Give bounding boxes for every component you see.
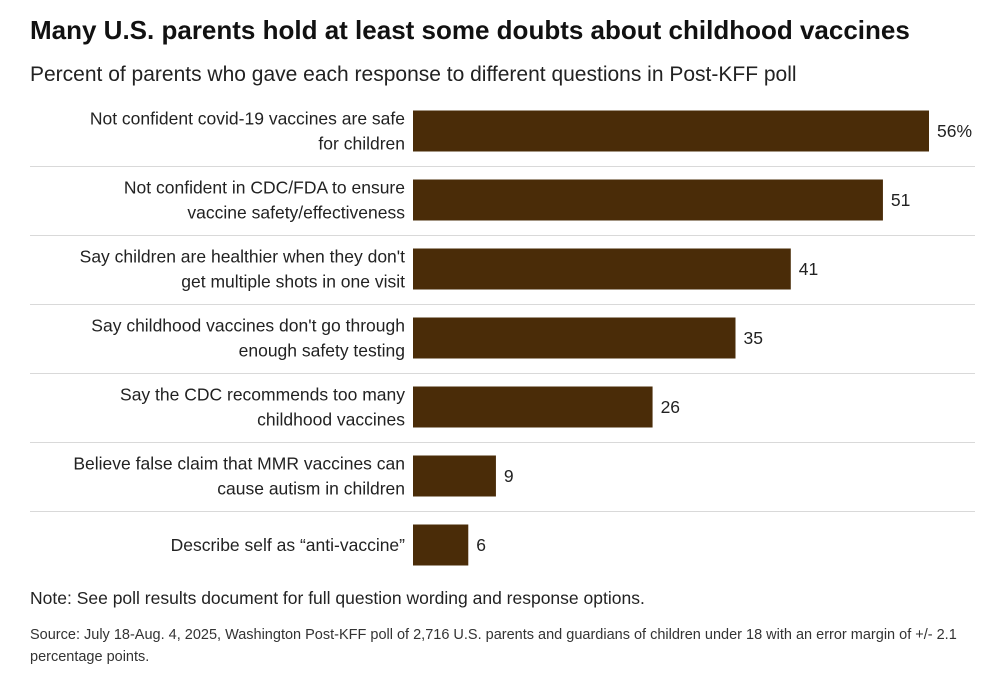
bars (413, 110, 929, 566)
category-label: Say childhood vaccines don't go through (91, 316, 405, 336)
chart-subtitle: Percent of parents who gave each respons… (30, 63, 797, 86)
bar-chart: Not confident covid-19 vaccines are safe… (30, 109, 975, 566)
category-label: childhood vaccines (257, 410, 405, 430)
bar (413, 386, 653, 428)
category-label: Describe self as “anti-vaccine” (171, 535, 406, 555)
category-label: Say children are healthier when they don… (80, 247, 405, 267)
bar (413, 110, 929, 152)
chart-title: Many U.S. parents hold at least some dou… (30, 15, 910, 45)
bar (413, 248, 791, 290)
category-label: enough safety testing (239, 341, 405, 361)
value-label: 35 (744, 328, 763, 348)
bar (413, 317, 736, 359)
bar (413, 455, 496, 497)
value-label: 9 (504, 466, 514, 486)
category-label: Say the CDC recommends too many (120, 385, 405, 405)
value-label: 51 (891, 190, 910, 210)
row-dividers (30, 166, 975, 512)
category-label: vaccine safety/effectiveness (187, 203, 405, 223)
value-label: 41 (799, 259, 818, 279)
value-label: 56% (937, 121, 972, 141)
chart-note: Note: See poll results document for full… (30, 588, 645, 608)
bar (413, 179, 883, 221)
category-label: cause autism in children (217, 479, 405, 499)
value-label: 6 (476, 535, 486, 555)
category-label: get multiple shots in one visit (181, 272, 405, 292)
chart-source: Source: July 18-Aug. 4, 2025, Washington… (30, 627, 957, 665)
value-labels: 56% 51 41 35 26 9 6 (476, 121, 972, 555)
category-label: Believe false claim that MMR vaccines ca… (73, 454, 405, 474)
category-labels: Not confident covid-19 vaccines are safe… (73, 109, 405, 556)
category-label: Not confident covid-19 vaccines are safe (90, 109, 405, 129)
category-label: for children (318, 134, 405, 154)
bar (413, 524, 469, 566)
value-label: 26 (661, 397, 680, 417)
category-label: Not confident in CDC/FDA to ensure (124, 178, 405, 198)
